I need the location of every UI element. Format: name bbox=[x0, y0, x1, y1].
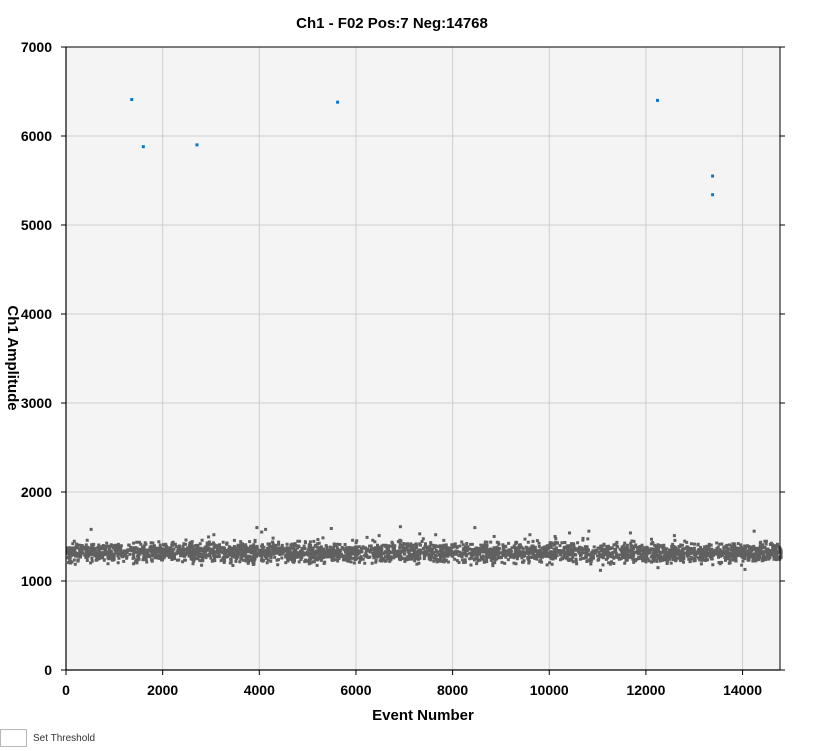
negative-droplet-point bbox=[89, 527, 93, 531]
positive-droplet-point bbox=[130, 98, 134, 102]
y-tick-label: 7000 bbox=[21, 39, 52, 55]
y-tick-label: 4000 bbox=[21, 306, 52, 322]
negative-droplet-point bbox=[568, 531, 572, 535]
y-axis-label: Ch1 Amplitude bbox=[4, 305, 21, 410]
y-tick-labels: 0 1000 2000 3000 4000 5000 6000 7000 bbox=[21, 39, 52, 678]
y-tick-label: 2000 bbox=[21, 484, 52, 500]
negative-droplet-point bbox=[469, 563, 473, 567]
negative-droplet-point bbox=[264, 527, 268, 531]
negative-band-marks bbox=[66, 536, 783, 568]
negative-droplet-band bbox=[66, 536, 783, 568]
y-tick-label: 1000 bbox=[21, 573, 52, 589]
negative-droplet-point bbox=[492, 535, 496, 538]
y-tick-label: 5000 bbox=[21, 217, 52, 233]
x-tick-label: 10000 bbox=[530, 682, 569, 698]
negative-droplet-point bbox=[656, 566, 660, 570]
negative-droplet-point bbox=[528, 533, 532, 537]
negative-droplet-point bbox=[587, 529, 591, 533]
negative-droplet-point bbox=[434, 533, 438, 537]
negative-droplet-point bbox=[398, 525, 402, 529]
positive-droplet-point bbox=[336, 100, 340, 104]
grid-lines bbox=[66, 47, 780, 670]
positive-droplet-point bbox=[141, 145, 145, 149]
negative-droplet-point bbox=[553, 535, 557, 538]
negative-droplet-point bbox=[598, 568, 602, 572]
x-tick-label: 8000 bbox=[437, 682, 468, 698]
threshold-input[interactable] bbox=[0, 729, 27, 747]
negative-droplet-point bbox=[365, 535, 369, 539]
x-tick-labels: 0 2000 4000 6000 8000 10000 12000 14000 bbox=[62, 682, 762, 698]
negative-droplet-point bbox=[628, 531, 632, 535]
x-tick-label: 4000 bbox=[244, 682, 275, 698]
y-tick-label: 0 bbox=[44, 662, 52, 678]
negative-droplet-point bbox=[260, 530, 264, 534]
positive-droplet-point bbox=[711, 193, 715, 197]
negative-droplet-point bbox=[672, 534, 676, 538]
y-tick-label: 3000 bbox=[21, 395, 52, 411]
chart-title: Ch1 - F02 Pos:7 Neg:14768 bbox=[296, 15, 488, 32]
x-tick-label: 12000 bbox=[626, 682, 665, 698]
negative-droplet-point bbox=[752, 529, 756, 533]
negative-droplet-point bbox=[207, 535, 211, 539]
scatter-chart: Ch1 - F02 Pos:7 Neg:14768 0 2000 4000 6000 8… bbox=[4, 15, 785, 724]
x-tick-label: 6000 bbox=[340, 682, 371, 698]
x-axis-label: Event Number bbox=[372, 707, 474, 724]
threshold-label: Set Threshold bbox=[33, 733, 96, 744]
negative-droplet-point bbox=[743, 567, 747, 571]
negative-droplet-point bbox=[473, 526, 477, 530]
x-tick-label: 0 bbox=[62, 682, 70, 698]
negative-droplet-point bbox=[418, 532, 422, 536]
positive-droplet-point bbox=[195, 143, 199, 147]
droplet-points bbox=[89, 98, 756, 572]
negative-droplet-point bbox=[212, 533, 216, 537]
positive-droplet-point bbox=[711, 174, 715, 178]
negative-droplet-point bbox=[255, 526, 259, 530]
y-tick-label: 6000 bbox=[21, 128, 52, 144]
negative-droplet-point bbox=[377, 534, 381, 538]
x-tick-label: 14000 bbox=[723, 682, 762, 698]
plot-area bbox=[66, 47, 780, 670]
x-tick-label: 2000 bbox=[147, 682, 178, 698]
positive-droplet-point bbox=[655, 98, 659, 102]
axes bbox=[61, 46, 785, 675]
negative-droplet-point bbox=[329, 526, 333, 530]
